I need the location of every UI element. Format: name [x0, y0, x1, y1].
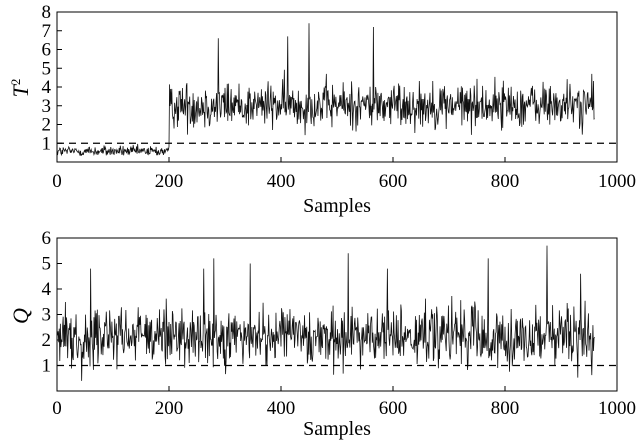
x-tick-label: 1000: [598, 171, 636, 192]
q-ticks: 0 200 400 600 800 1000 1 2 3 4 5 6: [42, 228, 637, 419]
y-tick-label: 1: [42, 356, 52, 377]
q-y-axis-label: Q: [8, 308, 33, 324]
y-tick-label: 5: [42, 58, 52, 79]
t2-series-line: [57, 23, 595, 157]
x-tick-label: 0: [52, 171, 62, 192]
x-tick-label: 400: [267, 398, 296, 419]
t2-x-axis-label: Samples: [303, 195, 371, 217]
t2-plot-frame: [56, 11, 618, 163]
y-tick-label: 2: [42, 330, 52, 351]
y-tick-label: 1: [42, 133, 52, 154]
x-tick-label: 0: [52, 398, 62, 419]
y-tick-label: 6: [42, 40, 52, 61]
y-tick-label: 6: [42, 228, 52, 249]
x-tick-label: 200: [155, 398, 184, 419]
q-chart: 0 200 400 600 800 1000 1 2 3 4 5 6 Samples Q: [8, 228, 636, 440]
y-tick-label: 4: [42, 77, 52, 98]
x-tick-label: 800: [491, 171, 520, 192]
t2-y-axis-label: T2: [8, 79, 33, 98]
y-tick-label: 3: [42, 305, 52, 326]
y-tick-label: 3: [42, 96, 52, 117]
y-tick-label: 5: [42, 254, 52, 275]
x-tick-label: 400: [267, 171, 296, 192]
x-tick-label: 200: [155, 171, 184, 192]
y-tick-label: 7: [42, 21, 52, 42]
y-tick-label: 8: [42, 2, 52, 23]
q-plot-frame: [56, 237, 618, 392]
y-tick-label: 2: [42, 115, 52, 136]
q-series-line: [57, 245, 595, 381]
x-tick-label: 1000: [598, 398, 636, 419]
x-tick-label: 600: [379, 398, 408, 419]
q-x-axis-label: Samples: [303, 418, 371, 440]
x-tick-label: 600: [379, 171, 408, 192]
x-tick-label: 800: [491, 398, 520, 419]
y-tick-label: 4: [42, 279, 52, 300]
